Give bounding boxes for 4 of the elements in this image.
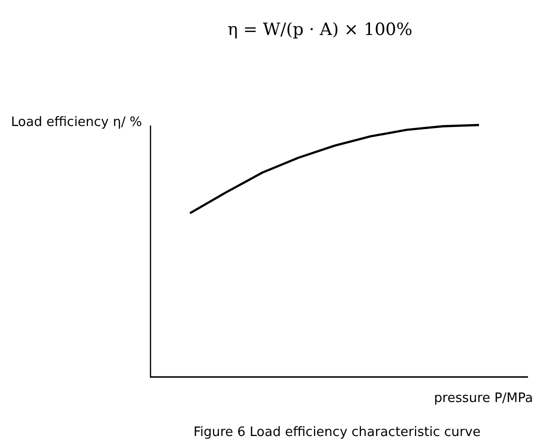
y-axis-title: Load efficiency η/ % bbox=[11, 115, 142, 130]
text: η = W/(p · A) × 100% bbox=[228, 20, 412, 40]
caption: Figure 6 Load efficiency characteristic curve bbox=[193, 425, 481, 440]
x-axis-title: pressure P/MPa bbox=[434, 391, 533, 406]
